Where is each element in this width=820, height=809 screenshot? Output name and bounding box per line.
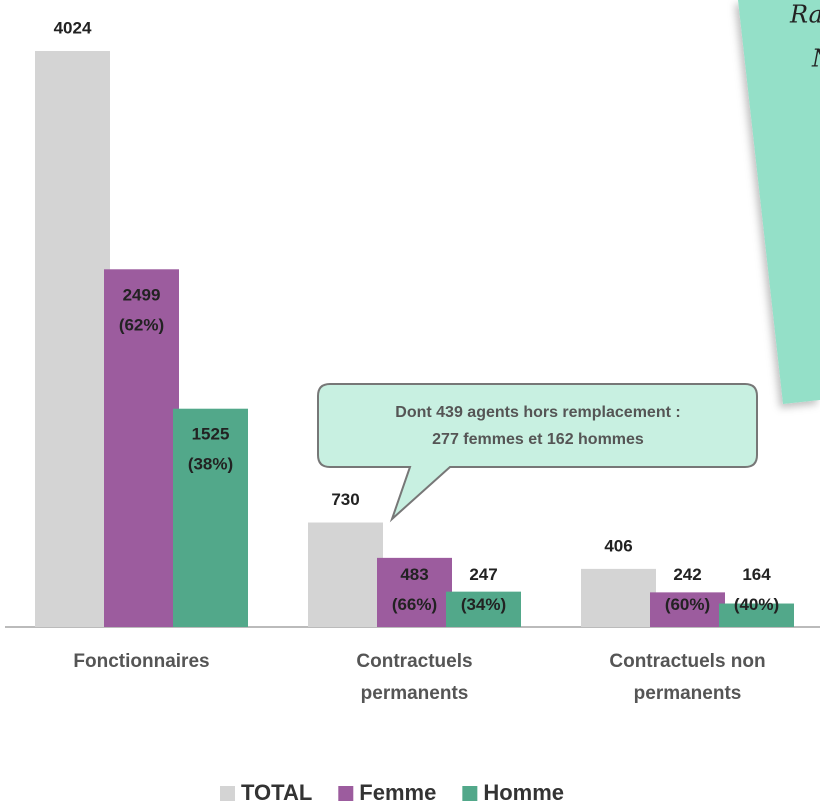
- bar: [650, 592, 725, 627]
- legend-swatch: [462, 786, 478, 801]
- x-tick-label: Fonctionnaires: [73, 651, 209, 672]
- callout-box: [317, 383, 758, 523]
- bar: [446, 591, 521, 627]
- value-label: 483 (66%): [392, 565, 437, 614]
- value-label: 2499 (62%): [119, 286, 164, 335]
- note-text: Ra: [789, 1, 820, 29]
- legend-label: Homme: [483, 780, 564, 805]
- value-label: 164 (40%): [734, 565, 779, 614]
- callout-text: 277 femmes et 162 hommes: [432, 431, 644, 448]
- value-label: 247 (34%): [461, 565, 506, 614]
- bar: [35, 51, 110, 627]
- bar: [104, 269, 179, 627]
- sticky-note: [738, 0, 820, 404]
- value-label: 730: [331, 490, 359, 509]
- bar: [377, 557, 452, 627]
- value-label: 406: [604, 536, 632, 555]
- x-tick-label: Contractuels non permanents: [609, 651, 765, 704]
- bar: [308, 522, 383, 627]
- x-tick-label: Contractuels permanents: [356, 651, 472, 704]
- callout-text: Dont 439 agents hors remplacement :: [395, 404, 680, 421]
- bar: [173, 408, 248, 627]
- value-label: 4024: [54, 18, 92, 37]
- value-label: 1525 (38%): [188, 425, 233, 474]
- legend-swatch: [338, 786, 354, 801]
- legend-swatch: [220, 786, 235, 801]
- legend-label: TOTAL: [241, 780, 312, 805]
- legend-label: Femme: [359, 780, 436, 805]
- bar: [719, 603, 794, 627]
- bar: [581, 568, 656, 627]
- note-text: N: [811, 45, 820, 73]
- value-label: 242 (60%): [665, 565, 710, 614]
